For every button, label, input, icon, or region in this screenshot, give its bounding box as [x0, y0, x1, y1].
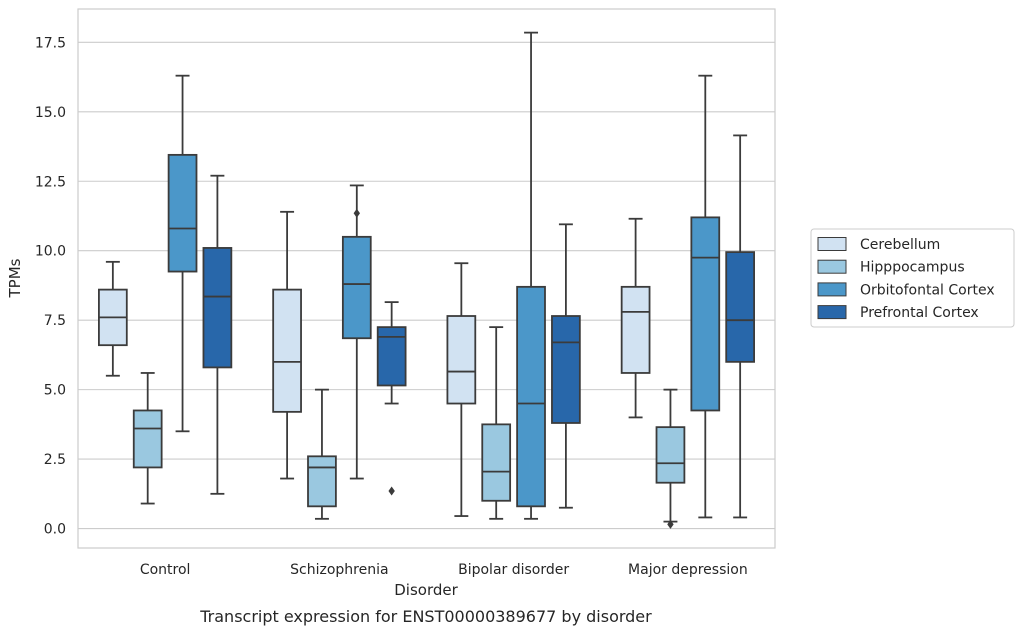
- box-iqr: [481, 423, 512, 502]
- y-tick-label: 12.5: [35, 174, 66, 190]
- y-tick-label: 17.5: [35, 35, 66, 51]
- box-iqr: [725, 251, 755, 363]
- box-plot: [481, 326, 512, 520]
- legend-swatch: [817, 305, 847, 320]
- x-tick-label: Schizophrenia: [290, 562, 388, 578]
- x-tick-label: Control: [140, 562, 191, 578]
- box-iqr: [446, 315, 477, 405]
- x-tick-labels: Control Schizophrenia Bipolar disorder Majo…: [140, 562, 748, 578]
- box-plot: [655, 388, 686, 529]
- box-iqr: [516, 285, 546, 508]
- box-plot: [307, 388, 337, 520]
- box-plot: [725, 134, 755, 519]
- y-tick-label: 2.5: [44, 452, 66, 468]
- box-iqr: [132, 409, 163, 469]
- box-iqr: [655, 426, 686, 484]
- x-tick-label: Major depression: [628, 562, 748, 578]
- x-tick-label: Bipolar disorder: [458, 562, 569, 578]
- plot-frame: [77, 8, 776, 549]
- legend-entry: Hipppocampus: [860, 260, 965, 276]
- box-iqr: [167, 153, 198, 273]
- legend: Cerebellum Hipppocampus Orbitofontal Corte…: [810, 228, 1015, 328]
- box-iqr: [341, 235, 372, 340]
- box-iqr: [376, 326, 407, 387]
- chart-caption: Transcript expression for ENST0000038967…: [199, 607, 652, 626]
- box-iqr: [620, 285, 651, 374]
- y-tick-label: 10.0: [35, 244, 66, 260]
- legend-frame: [810, 228, 1015, 328]
- y-tick-label: 5.0: [44, 383, 66, 399]
- y-axis-label: TPMs: [6, 258, 24, 298]
- box-iqr: [551, 315, 581, 424]
- box-iqr: [307, 455, 337, 508]
- x-axis-label: Disorder: [394, 581, 458, 599]
- y-tick-label: 7.5: [44, 313, 66, 329]
- flier-point: [667, 519, 674, 529]
- box-plot: [551, 223, 581, 509]
- y-tick-label: 0.0: [44, 522, 66, 538]
- legend-entry: Cerebellum: [860, 237, 940, 253]
- box-plot: [272, 210, 302, 480]
- box-iqr: [272, 288, 302, 413]
- legend-swatch: [817, 282, 847, 297]
- box-plot: [202, 174, 233, 495]
- box-iqr: [690, 216, 721, 412]
- box-plot: [376, 301, 407, 496]
- box-plot: [132, 372, 163, 505]
- legend-swatch: [817, 237, 847, 251]
- legend-entry: Prefrontal Cortex: [860, 305, 979, 321]
- flier-point: [353, 208, 360, 218]
- box-plot: [446, 262, 477, 517]
- flier-point: [388, 486, 395, 496]
- box-plot: [98, 260, 128, 377]
- box-plots: [98, 31, 755, 529]
- box-plot: [167, 74, 198, 433]
- box-plot: [690, 74, 721, 519]
- box-plot: [620, 217, 651, 419]
- box-plot: [341, 184, 372, 480]
- box-iqr: [202, 247, 233, 369]
- grid-lines: [78, 41, 775, 530]
- legend-entry: Orbitofontal Cortex: [860, 282, 995, 298]
- box-plot: [516, 31, 546, 520]
- legend-swatch: [817, 259, 847, 274]
- y-tick-label: 15.0: [35, 105, 66, 121]
- y-tick-labels: 0.0 2.5 5.0 7.5 10.0 12.5 15.0 17.5: [35, 35, 66, 537]
